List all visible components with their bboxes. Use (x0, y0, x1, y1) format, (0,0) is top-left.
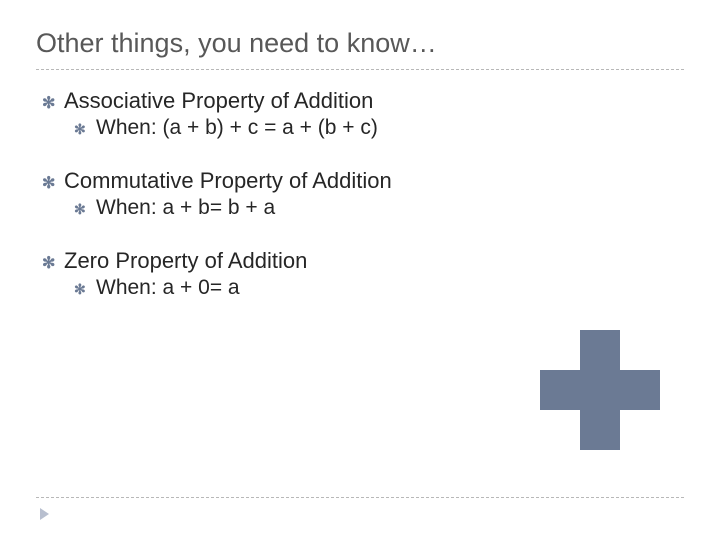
item-heading: Associative Property of Addition (64, 88, 373, 114)
content-area: ✻ Associative Property of Addition ✻ Whe… (36, 88, 684, 300)
bullet-icon: ✻ (74, 121, 96, 138)
plus-icon (540, 330, 660, 450)
bullet-icon: ✻ (42, 253, 64, 273)
item-subtext: When: a + 0= a (96, 276, 240, 300)
item-subtext: When: (a + b) + c = a + (b + c) (96, 116, 378, 140)
item-heading: Zero Property of Addition (64, 248, 307, 274)
item-heading: Commutative Property of Addition (64, 168, 392, 194)
bullet-icon: ✻ (74, 201, 96, 218)
bullet-icon: ✻ (74, 281, 96, 298)
bullet-icon: ✻ (42, 93, 64, 113)
slide: Other things, you need to know… ✻ Associ… (0, 0, 720, 540)
bullet-icon: ✻ (42, 173, 64, 193)
title-divider (36, 69, 684, 70)
slide-title: Other things, you need to know… (36, 28, 684, 69)
corner-arrow-icon (40, 508, 49, 520)
list-item: ✻ Zero Property of Addition ✻ When: a + … (42, 248, 684, 300)
item-subtext: When: a + b= b + a (96, 196, 275, 220)
bottom-divider (36, 497, 684, 498)
list-item: ✻ Associative Property of Addition ✻ Whe… (42, 88, 684, 140)
list-item: ✻ Commutative Property of Addition ✻ Whe… (42, 168, 684, 220)
